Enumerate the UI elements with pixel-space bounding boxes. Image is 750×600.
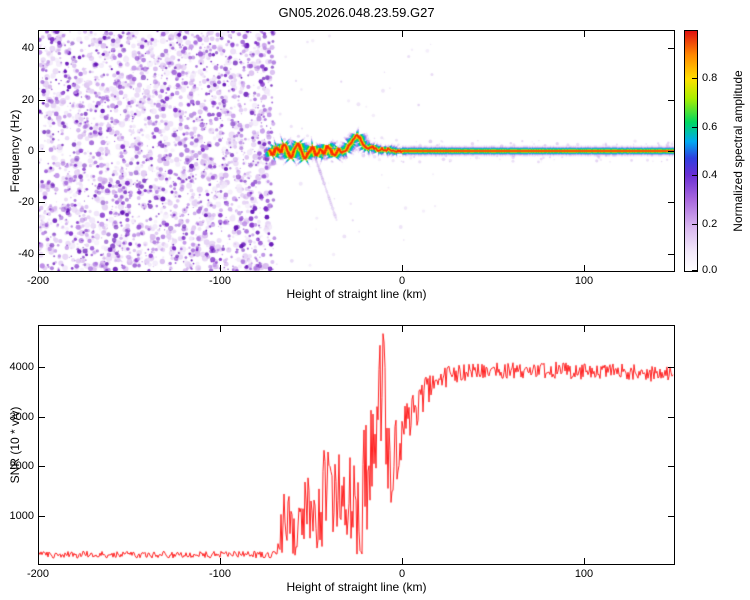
tick-mark [584, 31, 585, 37]
snr-ytick-label: 1000 [9, 510, 34, 522]
tick-mark [402, 31, 403, 37]
spectrogram-canvas [39, 31, 674, 271]
snr-panel [38, 325, 675, 565]
spectrogram-xtick-label: -100 [208, 275, 232, 287]
snr-ytick-label: 3000 [9, 411, 34, 423]
tick-mark [38, 265, 39, 271]
tick-mark [402, 265, 403, 271]
tick-mark [38, 326, 39, 332]
snr-ytick-label: 2000 [9, 460, 34, 472]
tick-mark [39, 151, 45, 152]
snr-ytick-label: 4000 [9, 361, 34, 373]
spectrogram-ytick-label: 0 [27, 145, 34, 157]
page-title: GN05.2026.048.23.59.G27 [278, 5, 435, 20]
tick-mark [402, 326, 403, 332]
spectrogram-panel [38, 30, 675, 272]
tick-mark [668, 417, 674, 418]
snr-xtick-label: 0 [398, 568, 406, 580]
tick-mark [584, 326, 585, 332]
tick-mark [692, 175, 697, 176]
tick-mark [39, 48, 45, 49]
spectrogram-ytick-label: -20 [18, 196, 34, 208]
spectrogram-xtick-label: 0 [398, 275, 406, 287]
tick-mark [668, 367, 674, 368]
snr-canvas [39, 326, 674, 564]
tick-mark [668, 151, 674, 152]
tick-mark [39, 417, 45, 418]
tick-mark [402, 558, 403, 564]
spectrogram-ytick-label: 40 [21, 42, 34, 54]
tick-mark [584, 558, 585, 564]
colorbar [684, 30, 698, 272]
tick-mark [220, 31, 221, 37]
tick-mark [39, 202, 45, 203]
spectrogram-xtick-label: 100 [574, 275, 594, 287]
snr-xtick-label: 100 [574, 568, 594, 580]
snr-xtick-label: -200 [26, 568, 50, 580]
tick-mark [38, 31, 39, 37]
tick-mark [220, 326, 221, 332]
colorbar-tick-label: 0.6 [702, 121, 718, 133]
spectrogram-ytick-label: 20 [21, 94, 34, 106]
tick-mark [692, 224, 697, 225]
tick-mark [220, 558, 221, 564]
tick-mark [692, 78, 697, 79]
tick-mark [39, 516, 45, 517]
tick-mark [39, 367, 45, 368]
snr-xtick-label: -100 [208, 568, 232, 580]
tick-mark [39, 254, 45, 255]
colorbar-tick-label: 0.2 [702, 218, 718, 230]
snr-xlabel: Height of straight line (km) [286, 580, 427, 594]
colorbar-tick-label: 0.8 [702, 72, 718, 84]
tick-mark [584, 265, 585, 271]
tick-mark [668, 466, 674, 467]
tick-mark [39, 466, 45, 467]
tick-mark [39, 100, 45, 101]
colorbar-label: Normalized spectral amplitude [731, 70, 745, 232]
tick-mark [668, 100, 674, 101]
tick-mark [668, 516, 674, 517]
tick-mark [692, 270, 697, 271]
tick-mark [220, 265, 221, 271]
colorbar-tick-label: 0.0 [702, 264, 718, 276]
tick-mark [38, 558, 39, 564]
tick-mark [668, 202, 674, 203]
spectrogram-ytick-label: -40 [18, 248, 34, 260]
tick-mark [692, 127, 697, 128]
spectrogram-xlabel: Height of straight line (km) [286, 287, 427, 301]
colorbar-tick-label: 0.4 [702, 169, 718, 181]
tick-mark [668, 254, 674, 255]
spectrogram-xtick-label: -200 [26, 275, 50, 287]
tick-mark [668, 48, 674, 49]
